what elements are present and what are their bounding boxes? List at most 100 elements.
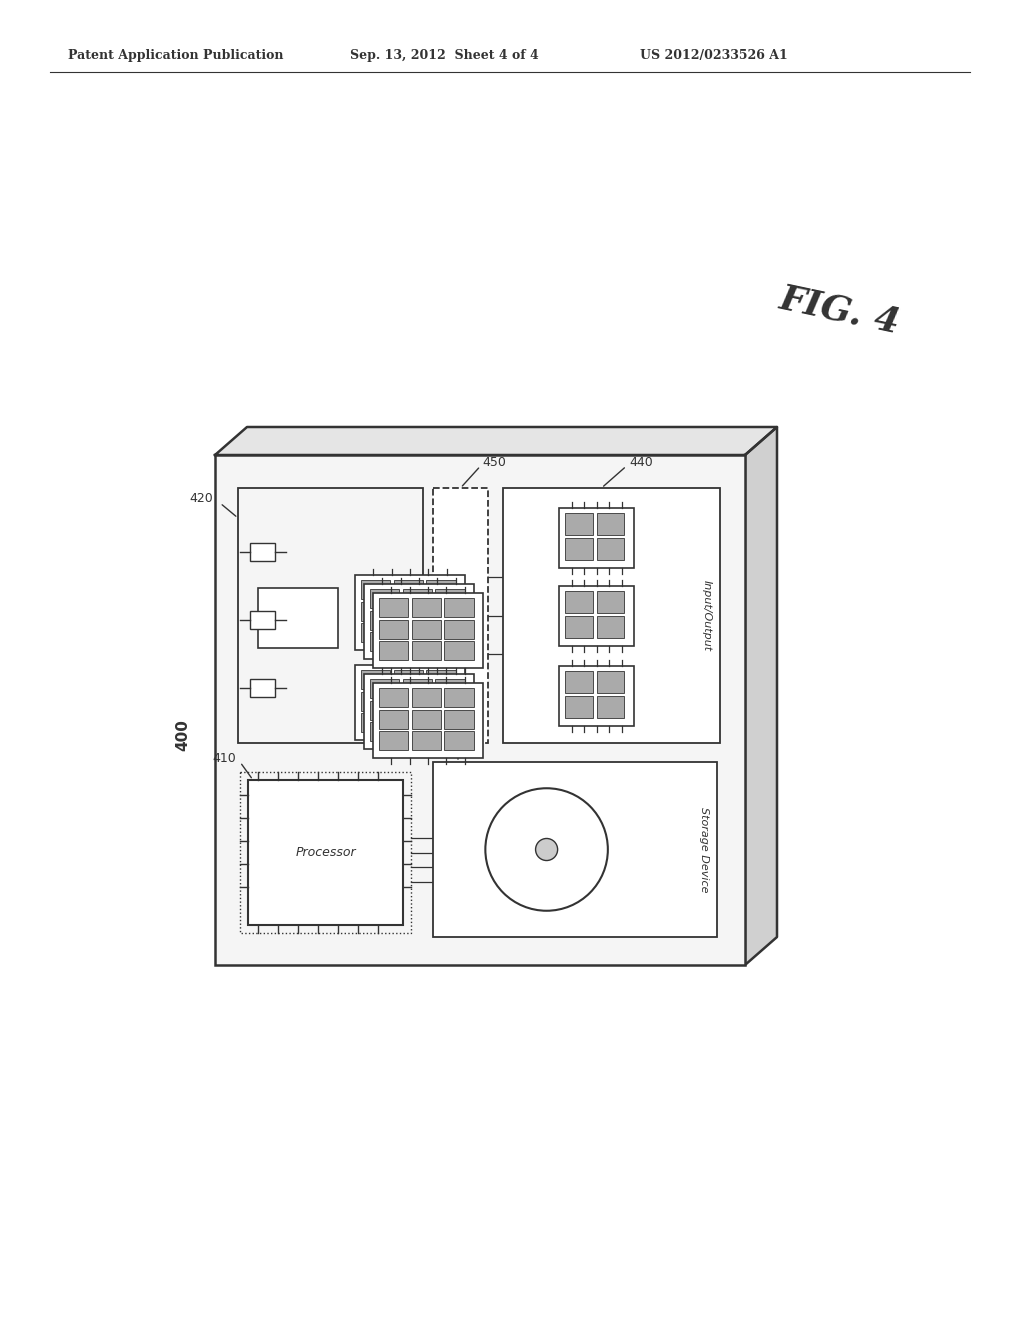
Bar [361,602,390,620]
Bar [412,710,441,729]
Bar [412,688,441,708]
Bar [402,589,432,609]
Bar [412,598,441,616]
Bar [373,593,483,668]
Bar [379,642,409,660]
Bar [559,667,634,726]
Bar [379,598,409,616]
Bar [364,583,474,659]
Bar [433,762,717,937]
Bar [433,488,488,743]
Text: 430: 430 [461,734,484,747]
Bar [393,692,423,710]
Bar [412,619,441,639]
Bar [503,488,720,743]
Bar [364,675,474,748]
Text: 410: 410 [212,751,236,764]
Text: 400: 400 [175,719,190,751]
Bar [361,623,390,643]
Circle shape [536,838,558,861]
Text: US 2012/0233526 A1: US 2012/0233526 A1 [640,49,787,62]
Bar [597,539,624,560]
Bar [370,678,399,698]
Bar [393,671,423,689]
Bar [393,623,423,643]
Bar [435,678,465,698]
Bar [373,682,483,758]
Bar [248,780,403,925]
Bar [426,713,456,733]
Bar [565,671,593,693]
Polygon shape [215,426,777,455]
Bar [597,513,624,535]
Text: Processor: Processor [295,846,355,859]
Bar [370,701,399,719]
Bar [435,611,465,630]
Bar [412,642,441,660]
Text: Input/Output: Input/Output [702,579,712,651]
Bar [565,696,593,718]
Bar [597,671,624,693]
Text: 440: 440 [630,455,653,469]
Text: Storage Device: Storage Device [699,807,709,892]
Bar [379,619,409,639]
Bar [412,731,441,750]
Bar [393,713,423,733]
Bar [370,589,399,609]
Bar [426,671,456,689]
Bar [402,632,432,651]
Bar [597,696,624,718]
Bar [250,678,275,697]
Bar [361,692,390,710]
Text: Memory: Memory [456,593,466,638]
Bar [250,543,275,561]
Bar [597,616,624,638]
Bar [565,591,593,612]
Polygon shape [745,426,777,965]
Bar [444,598,474,616]
Bar [426,623,456,643]
Bar [435,722,465,742]
Bar [444,619,474,639]
Bar [250,611,275,630]
Bar [402,722,432,742]
Bar [361,671,390,689]
Bar [426,579,456,599]
Bar [370,722,399,742]
Bar [435,632,465,651]
Bar [444,710,474,729]
Bar [361,713,390,733]
Bar [393,602,423,620]
Text: 450: 450 [482,457,507,470]
Bar [240,772,411,933]
Bar [565,539,593,560]
Text: Sep. 13, 2012  Sheet 4 of 4: Sep. 13, 2012 Sheet 4 of 4 [350,49,539,62]
Bar [565,513,593,535]
Bar [355,576,465,649]
Bar [361,579,390,599]
Bar [215,455,745,965]
Bar [402,678,432,698]
Bar [426,602,456,620]
Bar [402,701,432,719]
Bar [379,710,409,729]
Bar [238,488,423,743]
Bar [565,616,593,638]
Text: FIG. 4: FIG. 4 [776,281,903,339]
Bar [370,632,399,651]
Bar [393,579,423,599]
Bar [597,591,624,612]
Bar [444,642,474,660]
Bar [370,611,399,630]
Bar [444,731,474,750]
Bar [426,692,456,710]
Circle shape [485,788,608,911]
Text: 420: 420 [189,491,213,504]
Bar [355,665,465,741]
Bar [559,508,634,568]
Bar [402,611,432,630]
Bar [379,731,409,750]
Bar [258,587,338,648]
Bar [559,586,634,645]
Text: Patent Application Publication: Patent Application Publication [68,49,284,62]
